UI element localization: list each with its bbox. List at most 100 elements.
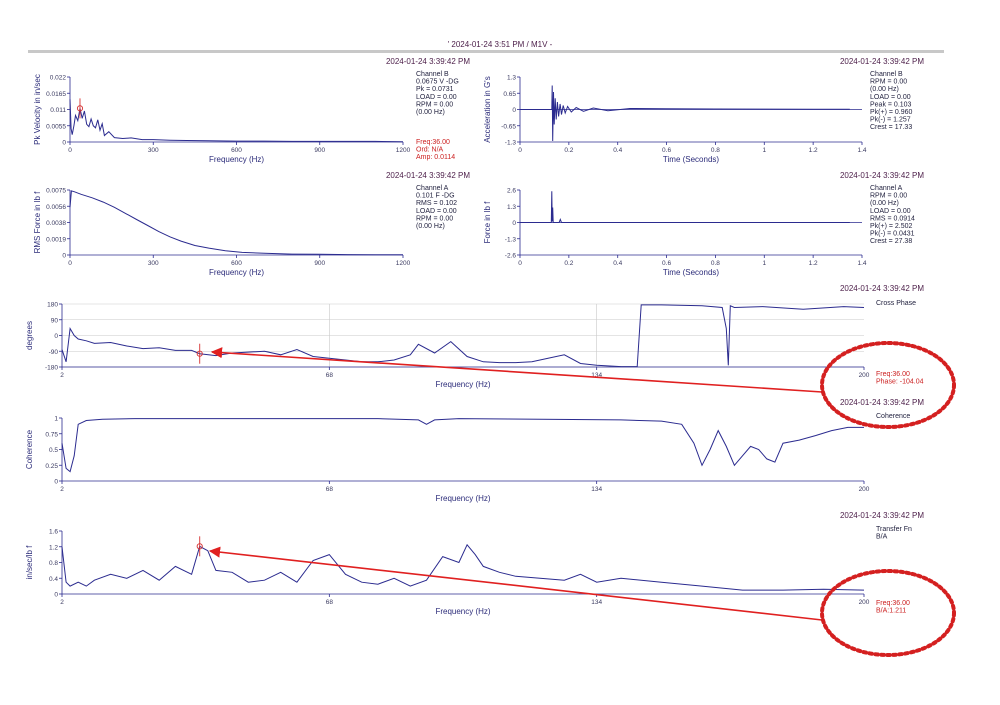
y-tick-label: -1.3 — [505, 236, 517, 243]
info-line: RPM = 0.00 — [416, 101, 453, 108]
y-tick-label: 1.3 — [507, 75, 516, 82]
y-tick-label: 90 — [51, 317, 59, 324]
x-axis-label: Time (Seconds) — [663, 155, 720, 164]
info-line: RMS = 0.0914 — [870, 215, 915, 222]
timestamp-label: 2024-01-24 3:39:42 PM — [386, 171, 470, 180]
x-tick-label: 2 — [60, 372, 64, 379]
y-axis-label: Force in lb f — [483, 201, 492, 244]
x-tick-label: 68 — [326, 486, 334, 493]
x-tick-label: 134 — [591, 372, 602, 379]
x-tick-label: 0.2 — [564, 260, 573, 267]
cursor-readout-line: Phase: -104.04 — [876, 379, 924, 386]
info-line: Channel A — [416, 185, 449, 192]
y-tick-label: 0 — [54, 592, 58, 599]
series-line — [61, 418, 864, 473]
y-tick-label: 0 — [62, 253, 66, 260]
y-tick-label: 0.8 — [49, 560, 58, 567]
x-tick-label: 0.4 — [613, 147, 622, 154]
x-tick-label: 0.4 — [613, 260, 622, 267]
transfer-fn-panel[interactable]: 2024-01-24 3:39:42 PM 2 68 134 200 0 0.4 0.8 1.2… — [25, 511, 924, 616]
x-tick-label: 2 — [60, 486, 64, 493]
cursor-readout-line: Freq:36.00 — [416, 139, 450, 146]
x-tick-label: 2 — [60, 599, 64, 606]
y-tick-label: -90 — [49, 349, 59, 356]
info-line: LOAD = 0.00 — [870, 208, 911, 215]
force-spectrum-panel[interactable]: 2024-01-24 3:39:42 PM 0 300 600 900 1200 0 0.00… — [33, 171, 470, 277]
info-line: RPM = 0.00 — [870, 79, 907, 86]
info-line: B/A — [876, 534, 888, 541]
y-tick-label: 0.0056 — [46, 204, 66, 211]
cursor-marker — [196, 543, 203, 550]
x-tick-label: 68 — [326, 372, 334, 379]
info-line: Pk(-) = 1.257 — [870, 117, 911, 124]
force-waveform-panel[interactable]: 2024-01-24 3:39:42 PM 0 0.2 0.4 0.6 0.8 1 1.2 1.… — [483, 171, 924, 277]
x-tick-label: 600 — [231, 260, 242, 267]
x-tick-label: 1.2 — [809, 260, 818, 267]
timestamp-label: 2024-01-24 3:39:42 PM — [840, 511, 924, 520]
y-tick-label: 0.75 — [45, 431, 58, 438]
info-line: Crest = 17.33 — [870, 124, 912, 131]
phase-highlight-ellipse — [820, 341, 956, 429]
y-tick-label: 0.5 — [49, 447, 58, 454]
cursor-marker — [76, 105, 84, 112]
cross-phase-panel[interactable]: 2024-01-24 3:39:42 PM 2 68 134 200 -180 -90 0 90… — [25, 284, 924, 389]
series-line — [61, 304, 865, 368]
x-tick-label: 68 — [326, 599, 334, 606]
title-divider — [28, 50, 944, 53]
annotations-layer — [208, 341, 956, 657]
velocity-spectrum-panel[interactable]: 2024-01-24 3:39:42 PM 0 300 600 900 1200 0 0.00… — [33, 57, 470, 164]
y-tick-label: -180 — [45, 365, 58, 372]
x-tick-label: 600 — [231, 147, 242, 154]
transfer-highlight-ellipse — [820, 569, 956, 657]
x-tick-label: 0.2 — [564, 147, 573, 154]
cursor-readout-line: Ord: N/A — [416, 147, 444, 154]
y-tick-label: 0 — [62, 140, 66, 147]
info-line: RPM = 0.00 — [416, 215, 453, 222]
x-axis-label: Frequency (Hz) — [435, 607, 490, 616]
x-tick-label: 0 — [68, 147, 72, 154]
info-line: Channel B — [416, 71, 449, 78]
y-tick-label: 0 — [512, 107, 516, 114]
x-tick-label: 0 — [68, 260, 72, 267]
x-tick-label: 1200 — [396, 147, 411, 154]
timestamp-label: 2024-01-24 3:39:42 PM — [840, 171, 924, 180]
y-tick-label: 0.0038 — [46, 220, 66, 227]
acceleration-waveform-panel[interactable]: 2024-01-24 3:39:42 PM 0 0.2 0.4 0.6 0.8 1 1.2 1.… — [483, 57, 924, 164]
x-axis-label: Frequency (Hz) — [209, 268, 264, 277]
series-line — [520, 191, 850, 223]
info-line: (0.00 Hz) — [870, 200, 899, 207]
info-line: Crest = 27.38 — [870, 238, 912, 245]
coherence-panel[interactable]: 2024-01-24 3:39:42 PM 2 68 134 200 0 0.25 0.5 0.… — [25, 398, 924, 503]
info-line: LOAD = 0.00 — [870, 94, 911, 101]
x-tick-label: 900 — [314, 260, 325, 267]
x-tick-label: 0 — [518, 260, 522, 267]
timestamp-label: 2024-01-24 3:39:42 PM — [840, 398, 924, 407]
series-line — [69, 99, 404, 143]
info-line: Coherence — [876, 413, 910, 420]
info-line: (0.00 Hz) — [416, 109, 445, 116]
info-line: RMS = 0.102 — [416, 200, 457, 207]
x-tick-label: 300 — [148, 260, 159, 267]
x-axis-label: Frequency (Hz) — [435, 380, 490, 389]
y-axis-label: in/sec/lb f — [25, 545, 34, 580]
x-tick-label: 900 — [314, 147, 325, 154]
info-line: RPM = 0.00 — [870, 193, 907, 200]
y-tick-label: 0.4 — [49, 576, 58, 583]
cursor-readout-line: Amp: 0.0114 — [416, 154, 455, 161]
cursor-marker — [196, 350, 203, 357]
info-line: (0.00 Hz) — [416, 223, 445, 230]
info-line: LOAD = 0.00 — [416, 208, 457, 215]
x-tick-label: 200 — [859, 599, 870, 606]
phase-annotation-arrow — [210, 347, 823, 393]
x-tick-label: 0 — [518, 147, 522, 154]
x-tick-label: 200 — [859, 486, 870, 493]
y-tick-label: 0.011 — [50, 107, 66, 114]
x-tick-label: 134 — [591, 599, 602, 606]
cursor-readout-line: Freq:36.00 — [876, 371, 910, 378]
cursor-readout-line: Freq:36.00 — [876, 600, 910, 607]
info-line: Pk(-) = 0.0431 — [870, 231, 915, 238]
x-tick-label: 1 — [762, 260, 766, 267]
x-tick-label: 0.6 — [662, 147, 671, 154]
y-tick-label: 1.2 — [49, 544, 58, 551]
